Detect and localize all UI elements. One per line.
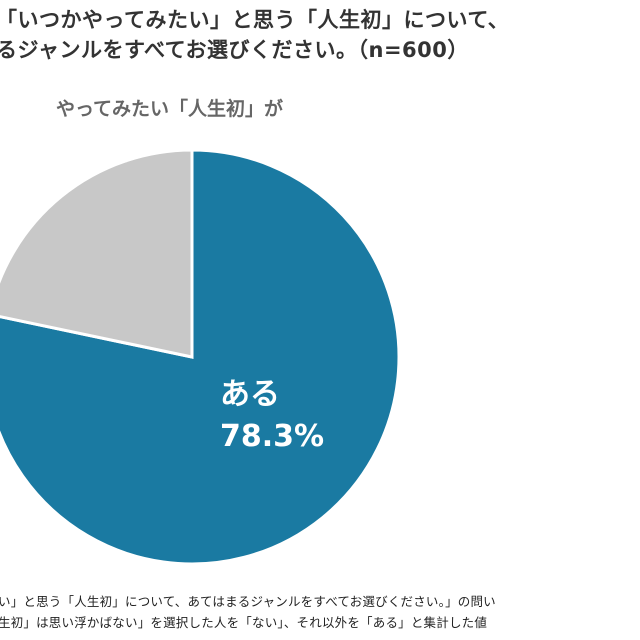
pie-slice-1 bbox=[0, 148, 194, 359]
footnote-line-1: い」と思う「人生初」について、あてはまるジャンルをすべてお選びください。」の問い bbox=[0, 594, 496, 609]
pie-slice-0 bbox=[0, 148, 401, 566]
chart-title-line-1: 「いつかやってみたい」と思う「人生初」について、 bbox=[0, 8, 510, 32]
footnote-line-2: 生初」は思い浮かばない」を選択した人を「ない」、それ以外を「ある」と集計した値 bbox=[0, 615, 488, 630]
slice-label-category: ある bbox=[220, 377, 280, 412]
chart-subtitle: やってみたい「人生初」が bbox=[56, 98, 284, 120]
slice-label-value: 78.3% bbox=[220, 419, 324, 454]
chart-title-line-2: るジャンルをすべてお選びください。（n=600） bbox=[0, 38, 469, 62]
